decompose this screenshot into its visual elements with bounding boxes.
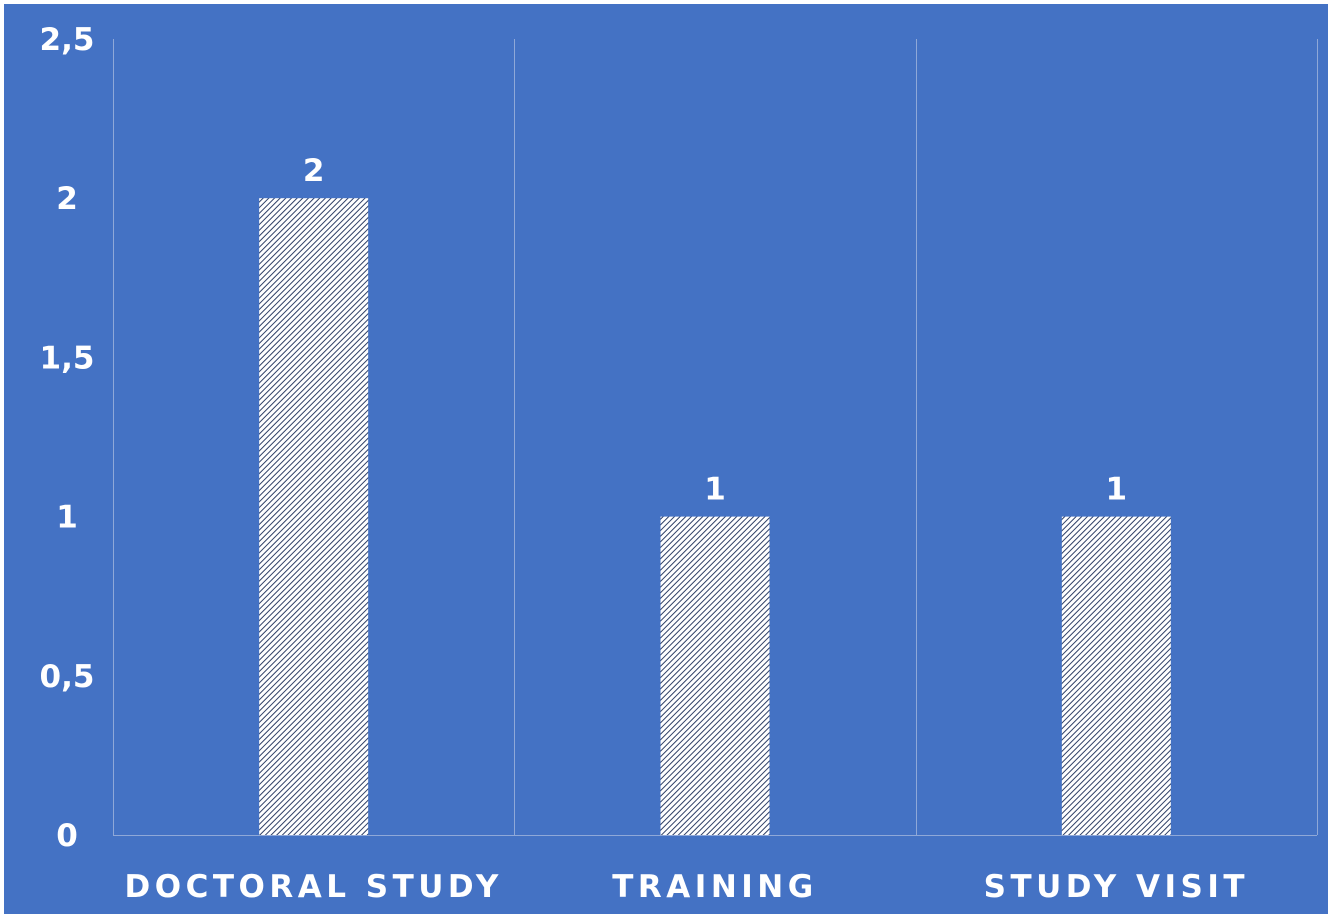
- x-axis-category-labels: DOCTORAL STUDY TRAINING STUDY VISIT: [125, 869, 1249, 905]
- y-tick-label: 2,5: [40, 22, 95, 58]
- y-tick-label: 1,5: [40, 340, 95, 376]
- bar-training: [660, 516, 770, 835]
- bar-chart: 2 1 1 0 0,5 1 1,5 2 2,5 DOCTORAL STUDY TRAINING S…: [4, 4, 1328, 914]
- data-label: 1: [704, 472, 726, 508]
- category-label: STUDY VISIT: [984, 869, 1249, 905]
- bars: [259, 198, 1171, 835]
- category-label: DOCTORAL STUDY: [125, 869, 503, 905]
- category-label: TRAINING: [612, 869, 817, 905]
- y-tick-label: 0: [56, 818, 78, 854]
- y-tick-label: 2: [56, 181, 78, 217]
- y-tick-label: 1: [56, 500, 78, 536]
- gridlines: [113, 39, 1318, 836]
- bar-doctoral-study: [259, 198, 369, 835]
- data-labels: 2 1 1: [303, 153, 1127, 507]
- y-axis-tick-labels: 0 0,5 1 1,5 2 2,5: [40, 22, 95, 854]
- bar-study-visit: [1061, 516, 1171, 835]
- data-label: 2: [303, 153, 325, 189]
- y-tick-label: 0,5: [40, 659, 95, 695]
- data-label: 1: [1106, 472, 1128, 508]
- chart-svg: 2 1 1 0 0,5 1 1,5 2 2,5 DOCTORAL STUDY TRAINING S…: [4, 4, 1328, 914]
